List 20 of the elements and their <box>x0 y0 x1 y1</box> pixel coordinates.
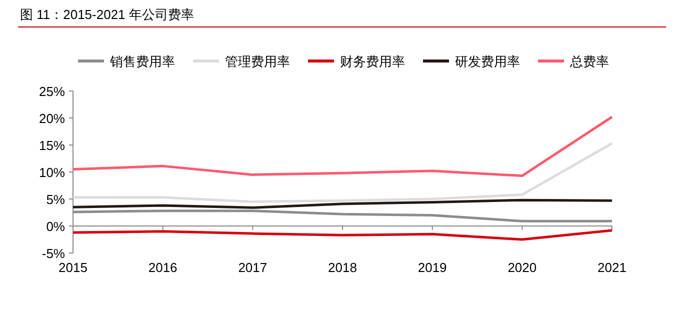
x-tick-label: 2020 <box>508 260 537 275</box>
y-tick-label: 20% <box>38 111 66 126</box>
y-tick-label: 15% <box>38 138 66 153</box>
x-tick-label: 2021 <box>598 260 626 275</box>
x-tick-label: 2019 <box>418 260 447 275</box>
legend-label: 财务费用率 <box>340 54 405 69</box>
title: 图 11：2015-2021 年公司费率 <box>20 7 194 22</box>
x-tick-label: 2016 <box>148 260 178 275</box>
legend-label: 研发费用率 <box>455 54 520 69</box>
y-tick-label: 10% <box>38 165 66 180</box>
legend-label: 管理费用率 <box>225 54 290 69</box>
x-tick-label: 2017 <box>238 260 268 275</box>
y-tick-label: -5% <box>42 246 66 261</box>
y-tick-label: 25% <box>38 84 66 99</box>
y-tick-label: 0% <box>46 219 66 234</box>
legend-label: 销售费用率 <box>109 54 175 69</box>
x-tick-label: 2015 <box>58 260 88 275</box>
legend-label: 总费率 <box>569 54 609 69</box>
y-tick-label: 5% <box>46 192 66 207</box>
x-tick-label: 2018 <box>328 260 357 275</box>
